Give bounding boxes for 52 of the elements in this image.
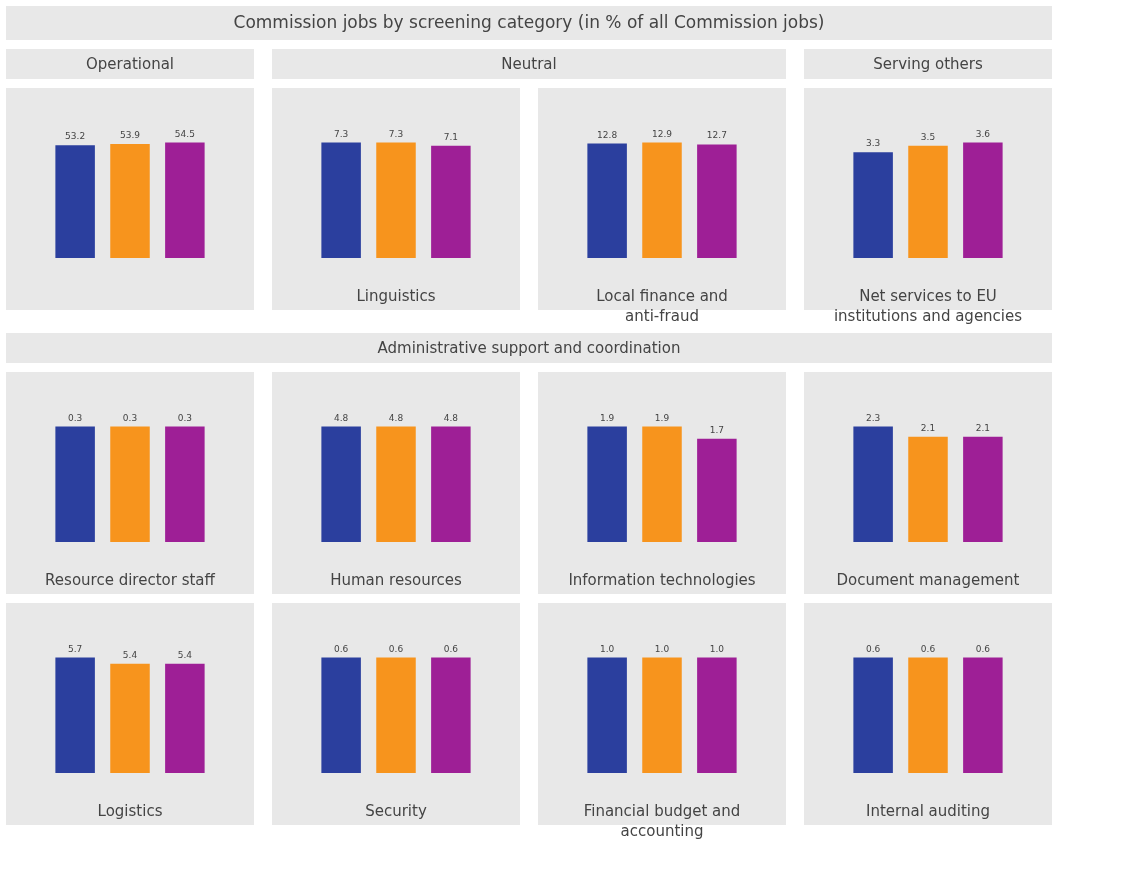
data-label: 0.6: [975, 643, 991, 654]
x-axis-title: Human resources: [330, 571, 462, 589]
data-label: 5.7: [67, 643, 83, 654]
data-label: 0.6: [920, 643, 936, 654]
data-label: 3.5: [920, 131, 936, 142]
x-axis-title: Security: [365, 802, 427, 820]
data-label: 2.1: [975, 422, 991, 433]
x-axis-title: Internal auditing: [865, 802, 991, 820]
text: Operational: [85, 55, 175, 73]
data-label: 2.1: [920, 422, 936, 433]
data-label: 4.8: [388, 412, 404, 423]
data-label: 12.8: [597, 129, 618, 140]
data-label: 0.3: [177, 412, 193, 423]
data-label: 12.7: [706, 130, 727, 141]
data-label: 5.4: [122, 649, 138, 660]
data-label: 54.5: [174, 128, 195, 139]
data-label: 0.3: [122, 412, 138, 423]
data-label: 1.0: [599, 643, 615, 654]
data-label: 0.6: [388, 643, 404, 654]
data-label: 7.3: [333, 128, 349, 139]
x-axis-title: Linguistics: [356, 287, 436, 305]
data-label: 1.9: [654, 412, 670, 423]
data-label: 0.6: [333, 643, 349, 654]
x-axis-title: Logistics: [97, 802, 163, 820]
data-label: 1.7: [709, 424, 725, 435]
data-label: 3.3: [865, 138, 881, 149]
data-label: 0.6: [443, 643, 459, 654]
x-axis-title: Local finance and anti-fraud: [596, 287, 728, 325]
x-axis-title: Resource director staff: [45, 571, 216, 589]
x-axis-title: Net services to EU institutions and agencies: [833, 287, 1023, 325]
data-label: 7.3: [388, 128, 404, 139]
data-label: 0.6: [865, 643, 881, 654]
data-label: 4.8: [443, 412, 459, 423]
data-label: 2.3: [865, 412, 881, 423]
x-axis-title: Information technologies: [568, 571, 756, 589]
data-label: 53.2: [65, 131, 86, 142]
text: Commission jobs by screening category (in % of all Commission jobs): [233, 12, 825, 32]
data-label: 12.9: [651, 128, 673, 139]
x-axis-title: Financial budget and accounting: [583, 802, 741, 840]
data-label: 4.8: [333, 412, 349, 423]
text: Serving others: [873, 55, 983, 73]
data-label: 3.6: [975, 128, 991, 139]
data-label: 5.4: [177, 649, 193, 660]
data-label: 53.9: [119, 129, 141, 140]
text: Neutral: [501, 55, 557, 73]
data-label: 1.9: [599, 412, 615, 423]
data-label: 1.0: [709, 643, 725, 654]
data-label: 7.1: [443, 131, 459, 142]
x-axis-title: Document management: [836, 571, 1020, 589]
data-label: 0.3: [67, 412, 83, 423]
text: Administrative support and coordination: [377, 339, 681, 357]
data-label: 1.0: [654, 643, 670, 654]
